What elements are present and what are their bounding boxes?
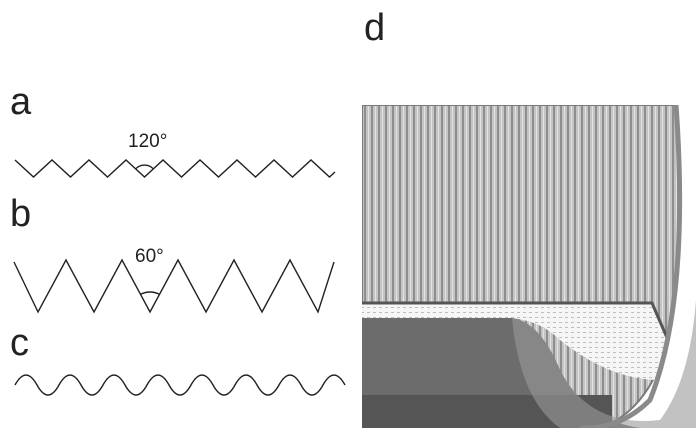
fiber-illustration	[362, 105, 696, 428]
panel-label: c	[10, 322, 29, 364]
zigzag-shallow	[15, 160, 335, 177]
panel-label: d	[364, 7, 385, 49]
figure: a 120° b 60° c d	[0, 0, 696, 428]
panel-label: b	[10, 193, 31, 235]
sine-wave	[15, 375, 345, 395]
angle-arc	[136, 165, 154, 169]
angle-arc	[141, 292, 160, 294]
zigzag-steep	[14, 260, 334, 312]
angle-label: 60°	[135, 246, 164, 267]
panel-label: a	[10, 81, 32, 123]
angle-label: 120°	[128, 131, 167, 152]
